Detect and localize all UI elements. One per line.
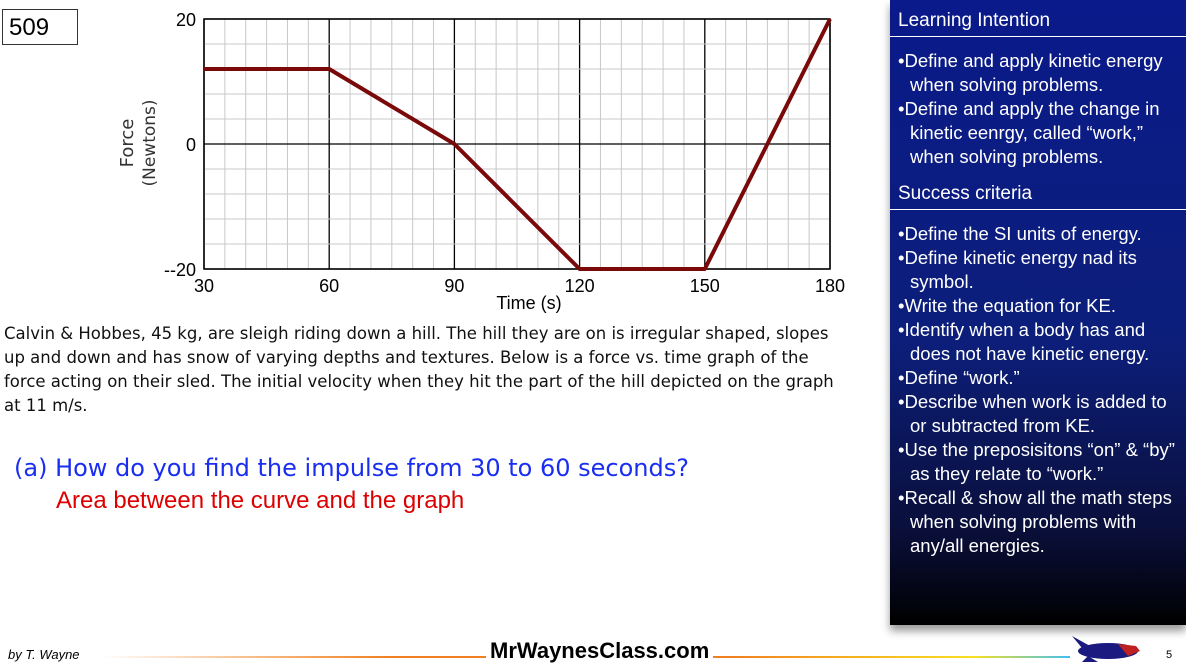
footer-author: by T. Wayne <box>8 647 80 662</box>
learning-intention-list: Define and apply kinetic energy when sol… <box>890 37 1186 173</box>
y-axis-label: Force <box>117 119 138 168</box>
success-criteria-item: Use the preposisitons “on” & “by” as the… <box>898 438 1180 486</box>
learning-intention-title: Learning Intention <box>890 0 1186 37</box>
success-criteria-item: Define the SI units of energy. <box>898 222 1180 246</box>
objectives-panel: Learning Intention Define and apply kine… <box>890 0 1186 625</box>
learning-intention-item: Define and apply the change in kinetic e… <box>898 97 1180 169</box>
success-criteria-list: Define the SI units of energy.Define kin… <box>890 210 1186 562</box>
x-tick-label: 150 <box>690 276 720 296</box>
success-criteria-item: Write the equation for KE. <box>898 294 1180 318</box>
y-tick-label: 20 <box>176 10 196 30</box>
success-criteria-item: Recall & show all the math steps when so… <box>898 486 1180 558</box>
force-time-chart: 30 60 90 120 150 180 20 0 --20 Time (s) Force (N… <box>117 10 845 313</box>
question-a: (a) How do you find the impulse from 30 … <box>14 454 689 482</box>
problem-text: Calvin & Hobbes, 45 kg, are sleigh ridin… <box>4 324 834 415</box>
y-tick-label: 0 <box>186 135 196 155</box>
success-criteria-title: Success criteria <box>890 173 1186 210</box>
learning-intention-item: Define and apply kinetic energy when sol… <box>898 49 1180 97</box>
success-criteria-item: Identify when a body has and does not ha… <box>898 318 1180 366</box>
x-tick-label: 180 <box>815 276 845 296</box>
success-criteria-item: Define “work.” <box>898 366 1180 390</box>
x-tick-label: 30 <box>194 276 214 296</box>
force-series-line <box>204 18 832 271</box>
x-tick-label: 90 <box>444 276 464 296</box>
success-criteria-item: Define kinetic energy nad its symbol. <box>898 246 1180 294</box>
success-criteria-item: Describe when work is added to or subtra… <box>898 390 1180 438</box>
x-axis-label: Time (s) <box>496 293 561 313</box>
x-tick-label: 60 <box>319 276 339 296</box>
plot-frame <box>203 18 831 270</box>
answer-a: Area between the curve and the graph <box>56 487 465 514</box>
rocket-icon <box>1072 636 1140 662</box>
y-tick-label: --20 <box>164 260 196 280</box>
footer-site-logo[interactable]: MrWaynesClass.com <box>486 638 714 664</box>
page-number: 5 <box>1166 649 1173 661</box>
x-tick-label: 120 <box>565 276 595 296</box>
slide-number: 509 <box>2 9 78 45</box>
y-axis-sublabel: (Newtons) <box>140 99 160 186</box>
